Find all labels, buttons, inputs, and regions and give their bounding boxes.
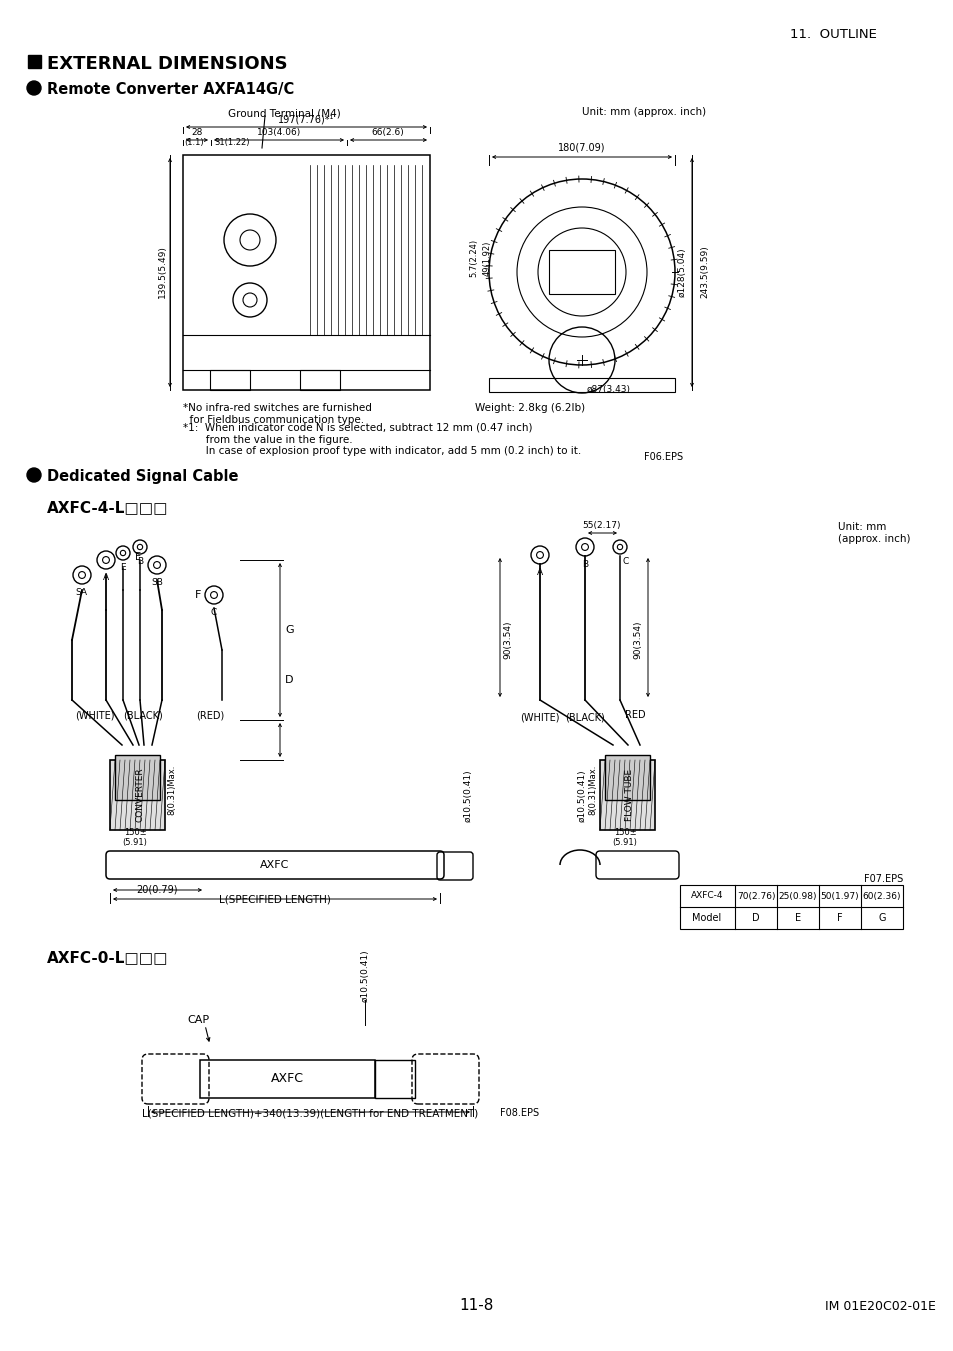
Text: 197(7.76)*¹: 197(7.76)*¹ [277,113,334,124]
Text: (WHITE): (WHITE) [75,711,114,720]
Text: *1:  When indicator code N is selected, subtract 12 mm (0.47 inch)
       from t: *1: When indicator code N is selected, s… [183,423,580,457]
Text: ø10.5(0.41): ø10.5(0.41) [360,950,369,1002]
Circle shape [27,81,41,95]
Bar [299,370,339,390]
Text: 28: 28 [192,128,202,136]
Text: A: A [103,573,109,582]
Text: E: E [794,913,801,923]
Text: 70(2.76): 70(2.76) [736,892,775,901]
Text: CAP: CAP [187,1015,209,1025]
Text: Weight: 2.8kg (6.2lb): Weight: 2.8kg (6.2lb) [475,403,584,413]
Bar [375,1061,415,1098]
Text: F08.EPS: F08.EPS [499,1108,538,1119]
Text: 5.7(2.24): 5.7(2.24) [469,239,478,277]
Text: (1.1): (1.1) [184,138,203,147]
Text: 180(7.09): 180(7.09) [558,143,605,153]
Text: F: F [194,590,201,600]
Text: ø128(5.04): ø128(5.04) [677,247,686,297]
Text: IM 01E20C02-01E: IM 01E20C02-01E [823,1300,935,1313]
Text: (WHITE): (WHITE) [519,713,559,723]
Text: 66(2.6): 66(2.6) [372,128,404,136]
Text: 20(0.79): 20(0.79) [136,885,177,894]
Text: EXTERNAL DIMENSIONS: EXTERNAL DIMENSIONS [47,55,287,73]
Text: 150±
(5.91): 150± (5.91) [122,828,148,847]
Bar [115,755,160,800]
Text: ø10.5(0.41): ø10.5(0.41) [577,769,586,821]
Bar [679,885,902,929]
Bar [548,250,615,295]
Text: 139.5(5.49): 139.5(5.49) [158,246,167,299]
Text: Unit: mm
(approx. inch): Unit: mm (approx. inch) [837,521,909,543]
Text: Dedicated Signal Cable: Dedicated Signal Cable [47,469,238,484]
Text: 150±
(5.91): 150± (5.91) [612,828,637,847]
Text: F07.EPS: F07.EPS [862,874,902,884]
Text: 60(2.36): 60(2.36) [862,892,901,901]
Text: D: D [285,676,294,685]
Text: D: D [751,913,759,923]
Text: F: F [837,913,841,923]
Bar [183,155,430,390]
Text: 8(0.31)Max.: 8(0.31)Max. [587,765,597,815]
Text: 90(3.54): 90(3.54) [503,620,512,659]
Text: 243.5(9.59): 243.5(9.59) [700,246,708,299]
Bar [599,761,655,830]
Bar [604,755,649,800]
Text: F06.EPS: F06.EPS [643,453,682,462]
Text: AXFC-4: AXFC-4 [690,892,722,901]
Text: Unit: mm (approx. inch): Unit: mm (approx. inch) [581,107,705,118]
Text: CONVERTER: CONVERTER [135,767,144,823]
Text: 8(0.31)Max.: 8(0.31)Max. [167,765,175,815]
Text: Remote Converter AXFA14G/C: Remote Converter AXFA14G/C [47,82,294,97]
Text: A: A [537,567,542,577]
Text: AXFC: AXFC [271,1073,303,1085]
Text: (RED): (RED) [195,711,224,720]
Text: E: E [120,563,126,571]
Text: G: G [878,913,884,923]
Text: *No infra-red switches are furnished
  for Fieldbus communication type.: *No infra-red switches are furnished for… [183,403,372,424]
Text: RED: RED [624,711,645,720]
Text: (BLACK): (BLACK) [564,713,604,723]
Text: 11.  OUTLINE: 11. OUTLINE [789,28,876,41]
Bar [110,761,165,830]
Text: Model: Model [692,913,720,923]
Text: AXFC-4-L□□□: AXFC-4-L□□□ [47,500,169,515]
Text: AXFC-0-L□□□: AXFC-0-L□□□ [47,950,169,965]
Text: (BLACK): (BLACK) [123,711,163,720]
Bar [210,370,250,390]
Text: 103(4.06): 103(4.06) [256,128,301,136]
Text: 25(0.98): 25(0.98) [778,892,817,901]
Bar [200,1061,375,1098]
Text: L(SPECIFIED LENGTH): L(SPECIFIED LENGTH) [219,894,331,905]
Text: E: E [135,553,141,562]
Text: G: G [285,626,294,635]
Text: 50(1.97): 50(1.97) [820,892,859,901]
Text: ø87(3.43): ø87(3.43) [586,385,630,394]
Text: C: C [622,557,629,566]
Text: B: B [581,561,587,569]
Text: B: B [137,557,143,566]
Text: L(SPECIFIED LENGTH)+340(13.39)(LENGTH for END TREATMENT): L(SPECIFIED LENGTH)+340(13.39)(LENGTH fo… [142,1108,477,1119]
Text: 11-8: 11-8 [459,1298,494,1313]
Text: Ground Terminal (M4): Ground Terminal (M4) [228,108,340,118]
Bar [28,55,41,68]
Bar [489,378,675,392]
Circle shape [27,467,41,482]
Text: C: C [211,608,217,617]
Text: ø10.5(0.41): ø10.5(0.41) [463,769,472,821]
Text: AXFC: AXFC [260,861,290,870]
Text: SB: SB [151,578,163,586]
Text: 49(1.92): 49(1.92) [482,240,491,276]
Text: FLOW TUBE: FLOW TUBE [625,769,634,821]
Text: 55(2.17): 55(2.17) [582,521,620,530]
Text: SA: SA [75,588,87,597]
Text: 90(3.54): 90(3.54) [633,620,641,659]
Text: 31(1.22): 31(1.22) [213,138,250,147]
